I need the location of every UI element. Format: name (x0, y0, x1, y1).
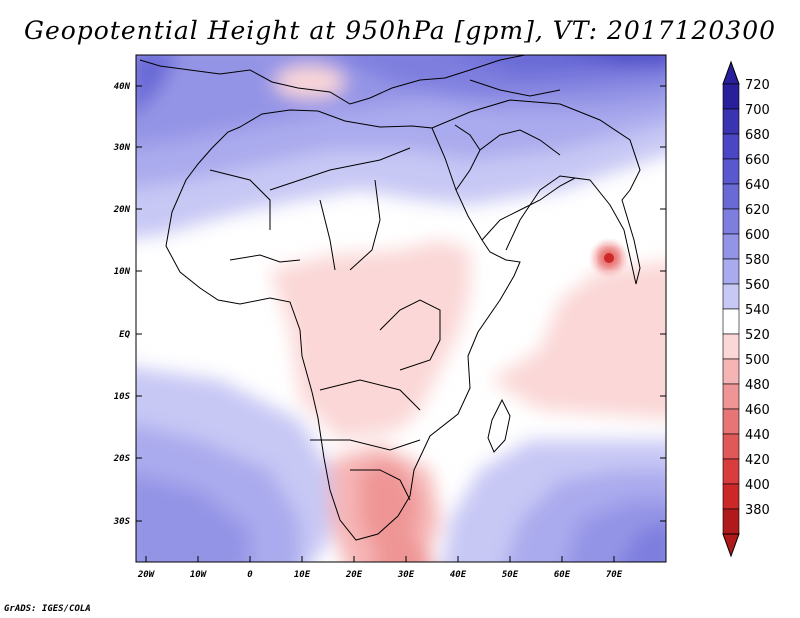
colorbar-swatch (722, 358, 740, 385)
map-frame (135, 54, 667, 563)
colorbar-swatch (722, 508, 740, 535)
colorbar: 720 700 680 660 640 620 600 580 560 540 520 500 480 4… (722, 60, 770, 558)
colorbar-swatch (722, 83, 740, 110)
lat-label: 20S (113, 454, 131, 464)
lon-label: 30E (397, 570, 415, 580)
colorbar-swatch (722, 283, 740, 310)
lon-label: 10W (190, 570, 208, 580)
lat-label: 10N (114, 267, 131, 277)
colorbar-swatch (722, 308, 740, 335)
longitude-axis: 20W 10W 0 10E 20E 30E 40E 50E 60E 70E (137, 556, 623, 580)
colorbar-swatch (722, 383, 740, 410)
colorbar-label: 540 (745, 303, 770, 318)
lon-label: 20E (345, 570, 363, 580)
colorbar-swatch (722, 133, 740, 160)
colorbar-swatch (722, 458, 740, 485)
colorbar-swatch (722, 108, 740, 135)
lon-label: 60E (554, 570, 571, 580)
colorbar-swatch (722, 208, 740, 235)
height-field (136, 55, 666, 562)
colorbar-label: 420 (745, 453, 770, 468)
colorbar-label: 440 (745, 428, 770, 443)
lon-label: 70E (606, 570, 623, 580)
colorbar-label: 520 (745, 328, 770, 343)
lat-label: 30N (113, 143, 131, 153)
latitude-axis: 40N 30N 20N 10N EQ 10S 20S 30S (113, 82, 666, 527)
colorbar-label: 400 (745, 478, 770, 493)
lat-label: 40N (114, 82, 131, 92)
lat-label: 30S (113, 517, 131, 527)
colorbar-swatch (722, 483, 740, 510)
tropical-low (593, 242, 625, 274)
colorbar-swatch (722, 408, 740, 435)
colorbar-label: 380 (745, 503, 770, 518)
colorbar-swatch (722, 233, 740, 260)
colorbar-swatch (722, 433, 740, 460)
colorbar-top-arrow (722, 60, 740, 85)
lon-label: 0 (247, 570, 253, 580)
colorbar-swatch (722, 333, 740, 360)
lat-label: 10S (114, 392, 131, 402)
colorbar-label: 620 (745, 203, 770, 218)
colorbar-label: 700 (745, 103, 770, 118)
colorbar-label: 680 (745, 128, 770, 143)
lat-label: 20N (113, 205, 131, 215)
lon-label: 20W (137, 570, 156, 580)
colorbar-swatch (722, 183, 740, 210)
colorbar-label: 460 (745, 403, 770, 418)
colorbar-bottom-arrow (722, 533, 740, 558)
lon-label: 50E (502, 570, 519, 580)
colorbar-label: 500 (745, 353, 770, 368)
colorbar-label: 720 (745, 78, 770, 93)
lat-label: EQ (119, 330, 130, 340)
plot-title: Geopotential Height at 950hPa [gpm], VT:… (23, 16, 777, 45)
colorbar-swatch (722, 158, 740, 185)
colorbar-label: 600 (745, 228, 770, 243)
colorbar-label: 640 (745, 178, 770, 193)
credit-label: GrADS: IGES/COLA (4, 604, 91, 614)
coastlines (139, 55, 641, 541)
lon-label: 10E (294, 570, 311, 580)
lon-label: 40E (450, 570, 467, 580)
colorbar-label: 560 (745, 278, 770, 293)
colorbar-swatch (722, 258, 740, 285)
colorbar-label: 480 (745, 378, 770, 393)
colorbar-label: 580 (745, 253, 770, 268)
colorbar-label: 660 (745, 153, 770, 168)
